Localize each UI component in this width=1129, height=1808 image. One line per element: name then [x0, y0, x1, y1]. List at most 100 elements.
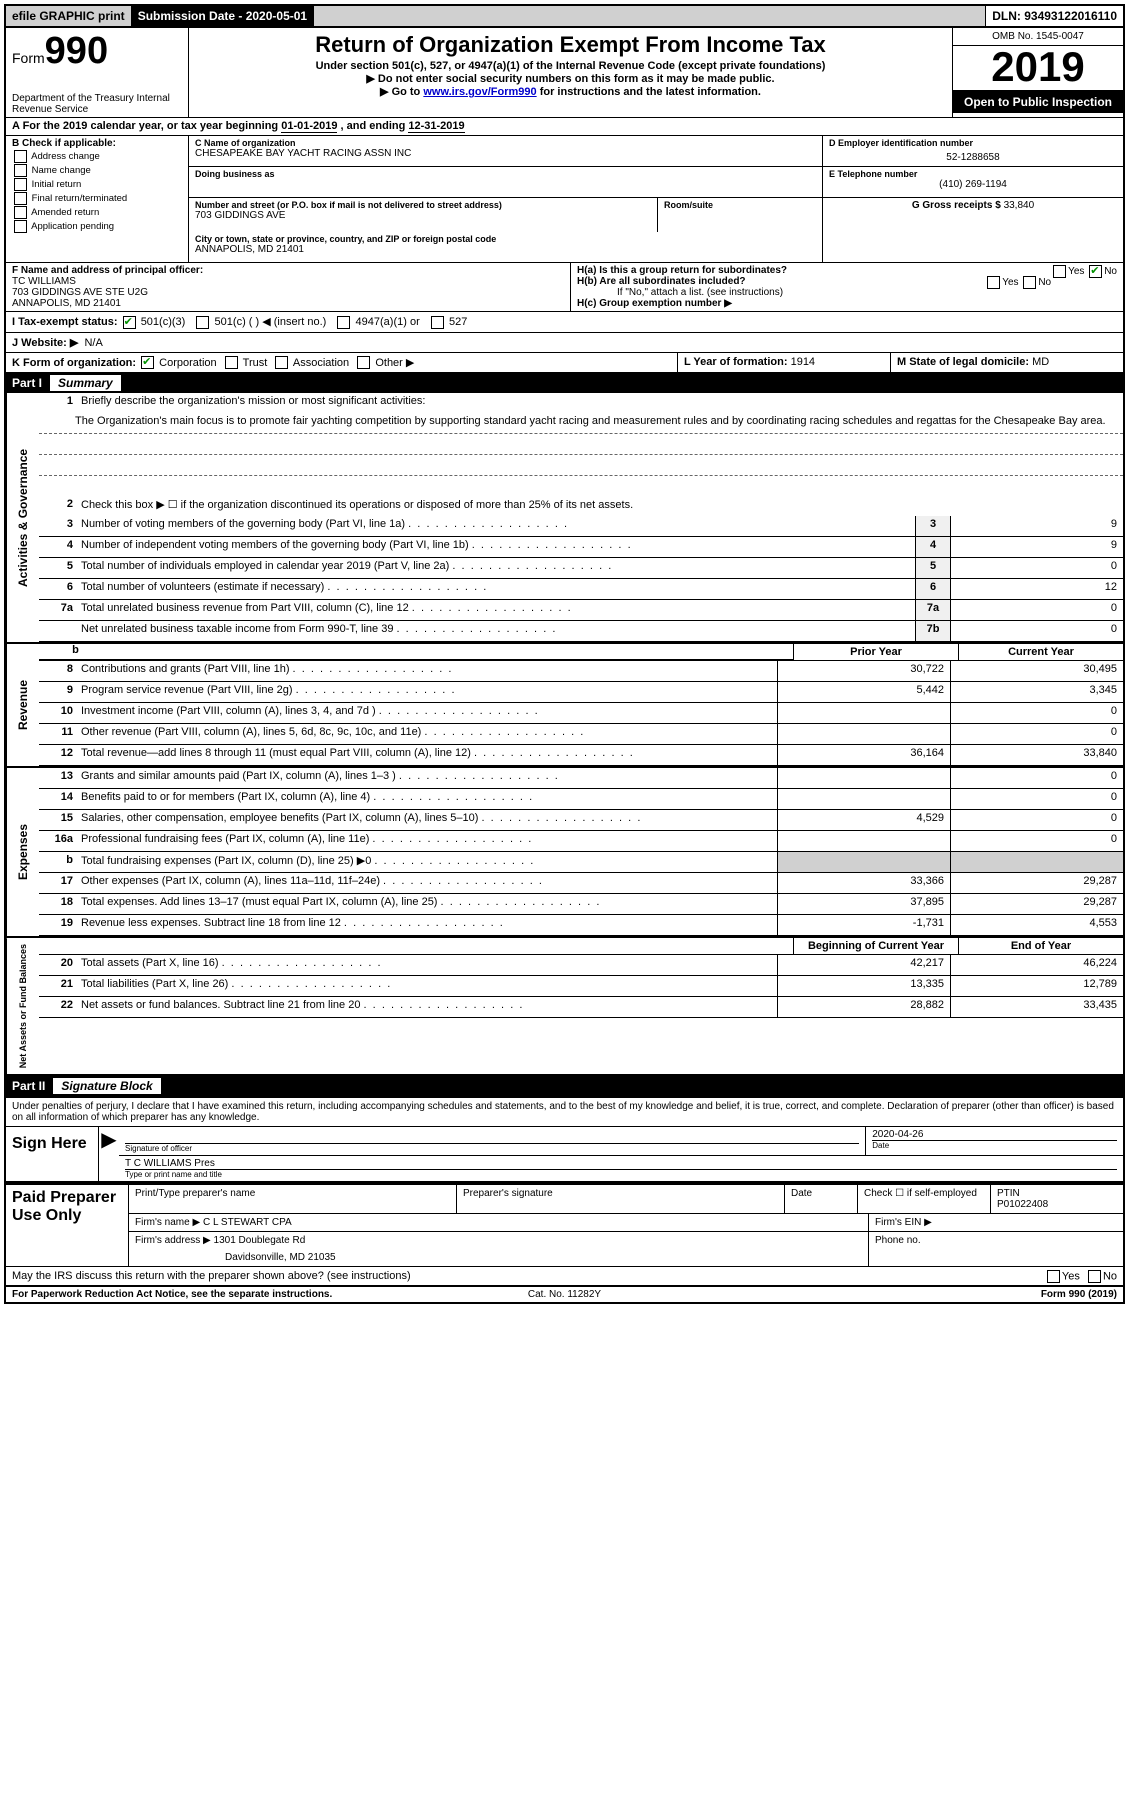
officer-label: F Name and address of principal officer: — [12, 265, 564, 276]
year-formation: 1914 — [791, 356, 815, 368]
form-title-block: Return of Organization Exempt From Incom… — [189, 28, 952, 117]
prep-date-label: Date — [785, 1185, 858, 1213]
row-j: J Website: ▶ N/A — [6, 333, 1123, 353]
footer-left: For Paperwork Reduction Act Notice, see … — [12, 1289, 380, 1300]
line-a: A For the 2019 calendar year, or tax yea… — [6, 118, 1123, 136]
hdr-eoy: End of Year — [958, 938, 1123, 954]
sign-here-label: Sign Here — [6, 1127, 99, 1181]
summary-line: bTotal fundraising expenses (Part IX, co… — [39, 852, 1123, 873]
hdr-current-year: Current Year — [958, 644, 1123, 660]
org-name: CHESAPEAKE BAY YACHT RACING ASSN INC — [195, 148, 816, 159]
blank-line-1 — [39, 434, 1123, 455]
paid-preparer-block: Paid Preparer Use Only Print/Type prepar… — [6, 1183, 1123, 1266]
efile-label[interactable]: efile GRAPHIC print — [6, 6, 132, 26]
summary-line: 21Total liabilities (Part X, line 26)13,… — [39, 976, 1123, 997]
blank-line-3 — [39, 476, 1123, 496]
h-b: H(b) Are all subordinates included? Yes … — [577, 276, 1117, 287]
line-1-desc: Briefly describe the organization's miss… — [77, 393, 1123, 413]
dba-label: Doing business as — [195, 169, 816, 179]
cb-501c[interactable] — [196, 316, 209, 329]
prep-row-2: Firm's name ▶ C L STEWART CPA Firm's EIN… — [129, 1214, 1123, 1232]
top-spacer — [314, 6, 986, 26]
sig-name-label: Type or print name and title — [125, 1169, 1117, 1179]
hdr-boy: Beginning of Current Year — [793, 938, 958, 954]
summary-line: 14Benefits paid to or for members (Part … — [39, 789, 1123, 810]
summary-line: 16aProfessional fundraising fees (Part I… — [39, 831, 1123, 852]
cb-4947[interactable] — [337, 316, 350, 329]
line-2-desc: Check this box ▶ ☐ if the organization d… — [77, 496, 1123, 516]
cb-discuss-yes[interactable] — [1047, 1270, 1060, 1283]
cb-discuss-no[interactable] — [1088, 1270, 1101, 1283]
summary-line: 12Total revenue—add lines 8 through 11 (… — [39, 745, 1123, 766]
sig-declaration: Under penalties of perjury, I declare th… — [6, 1098, 1123, 1126]
col-deg: D Employer identification number 52-1288… — [823, 136, 1123, 262]
hdr-prior-year: Prior Year — [793, 644, 958, 660]
officer-addr1: 703 GIDDINGS AVE STE U2G — [12, 287, 564, 298]
prep-self-emp[interactable]: Check ☐ if self-employed — [858, 1185, 991, 1213]
row-i: I Tax-exempt status: 501(c)(3) 501(c) ( … — [6, 312, 1123, 333]
summary-line: 4Number of independent voting members of… — [39, 537, 1123, 558]
cb-corp[interactable] — [141, 356, 154, 369]
cb-amended[interactable]: Amended return — [12, 206, 182, 219]
summary-line: 7aTotal unrelated business revenue from … — [39, 600, 1123, 621]
form-subtitle-1: Under section 501(c), 527, or 4947(a)(1)… — [195, 60, 946, 72]
sidebar-net-assets: Net Assets or Fund Balances — [6, 938, 39, 1074]
tax-year: 2019 — [953, 46, 1123, 91]
cb-name-change[interactable]: Name change — [12, 164, 182, 177]
open-public-badge: Open to Public Inspection — [953, 91, 1123, 113]
sidebar-ag: Activities & Governance — [6, 393, 39, 642]
state-domicile: MD — [1032, 356, 1049, 368]
col-h: H(a) Is this a group return for subordin… — [571, 263, 1123, 311]
activities-governance-section: Activities & Governance 1 Briefly descri… — [6, 393, 1123, 644]
officer-name: TC WILLIAMS — [12, 276, 564, 287]
cb-initial-return[interactable]: Initial return — [12, 178, 182, 191]
phone-label: E Telephone number — [829, 169, 1117, 179]
rev-col-headers: b Prior Year Current Year — [39, 644, 1123, 661]
cb-501c3[interactable] — [123, 316, 136, 329]
summary-line: 3Number of voting members of the governi… — [39, 516, 1123, 537]
paid-preparer-label: Paid Preparer Use Only — [6, 1185, 129, 1266]
entity-block: B Check if applicable: Address change Na… — [6, 136, 1123, 263]
irs-link[interactable]: www.irs.gov/Form990 — [423, 86, 536, 98]
prep-sig-label: Preparer's signature — [457, 1185, 785, 1213]
cb-trust[interactable] — [225, 356, 238, 369]
firm-addr2: Davidsonville, MD 21035 — [135, 1246, 862, 1263]
h-a: H(a) Is this a group return for subordin… — [577, 265, 1117, 276]
summary-line: 19Revenue less expenses. Subtract line 1… — [39, 915, 1123, 936]
addr-value: 703 GIDDINGS AVE — [195, 210, 651, 221]
ptin-value: P01022408 — [997, 1199, 1048, 1210]
summary-line: 8Contributions and grants (Part VIII, li… — [39, 661, 1123, 682]
website-value: N/A — [84, 337, 102, 349]
summary-line: 13Grants and similar amounts paid (Part … — [39, 768, 1123, 789]
revenue-section: Revenue b Prior Year Current Year 8Contr… — [6, 644, 1123, 768]
sign-arrow-icon: ▶ — [99, 1127, 119, 1181]
cb-app-pending[interactable]: Application pending — [12, 220, 182, 233]
cb-other[interactable] — [357, 356, 370, 369]
summary-line: 5Total number of individuals employed in… — [39, 558, 1123, 579]
addr-label: Number and street (or P.O. box if mail i… — [195, 200, 651, 210]
ty-end: 12-31-2019 — [408, 120, 464, 133]
cb-527[interactable] — [431, 316, 444, 329]
ptin-label: PTIN — [997, 1188, 1020, 1199]
cb-final-return[interactable]: Final return/terminated — [12, 192, 182, 205]
line-2-num: 2 — [39, 496, 77, 516]
row-k: K Form of organization: Corporation Trus… — [6, 353, 1123, 374]
phone-value: (410) 269-1194 — [829, 179, 1117, 190]
cb-address-change[interactable]: Address change — [12, 150, 182, 163]
ty-begin: 01-01-2019 — [281, 120, 337, 133]
submission-date: Submission Date - 2020-05-01 — [132, 6, 314, 26]
sig-date: 2020-04-26 — [872, 1129, 1117, 1140]
blank-line-2 — [39, 455, 1123, 476]
firm-addr: 1301 Doublegate Rd — [214, 1235, 306, 1246]
form-subtitle-3: ▶ Go to www.irs.gov/Form990 for instruct… — [195, 85, 946, 98]
summary-line: 22Net assets or fund balances. Subtract … — [39, 997, 1123, 1018]
mission-text: The Organization's main focus is to prom… — [39, 413, 1123, 434]
footer: For Paperwork Reduction Act Notice, see … — [6, 1286, 1123, 1302]
form-number: 990 — [45, 30, 108, 72]
h-c: H(c) Group exemption number ▶ — [577, 298, 1117, 309]
net-assets-section: Net Assets or Fund Balances Beginning of… — [6, 938, 1123, 1076]
firm-phone-label: Phone no. — [869, 1232, 1123, 1266]
cb-assoc[interactable] — [275, 356, 288, 369]
sidebar-expenses: Expenses — [6, 768, 39, 936]
footer-right: Form 990 (2019) — [749, 1289, 1117, 1300]
